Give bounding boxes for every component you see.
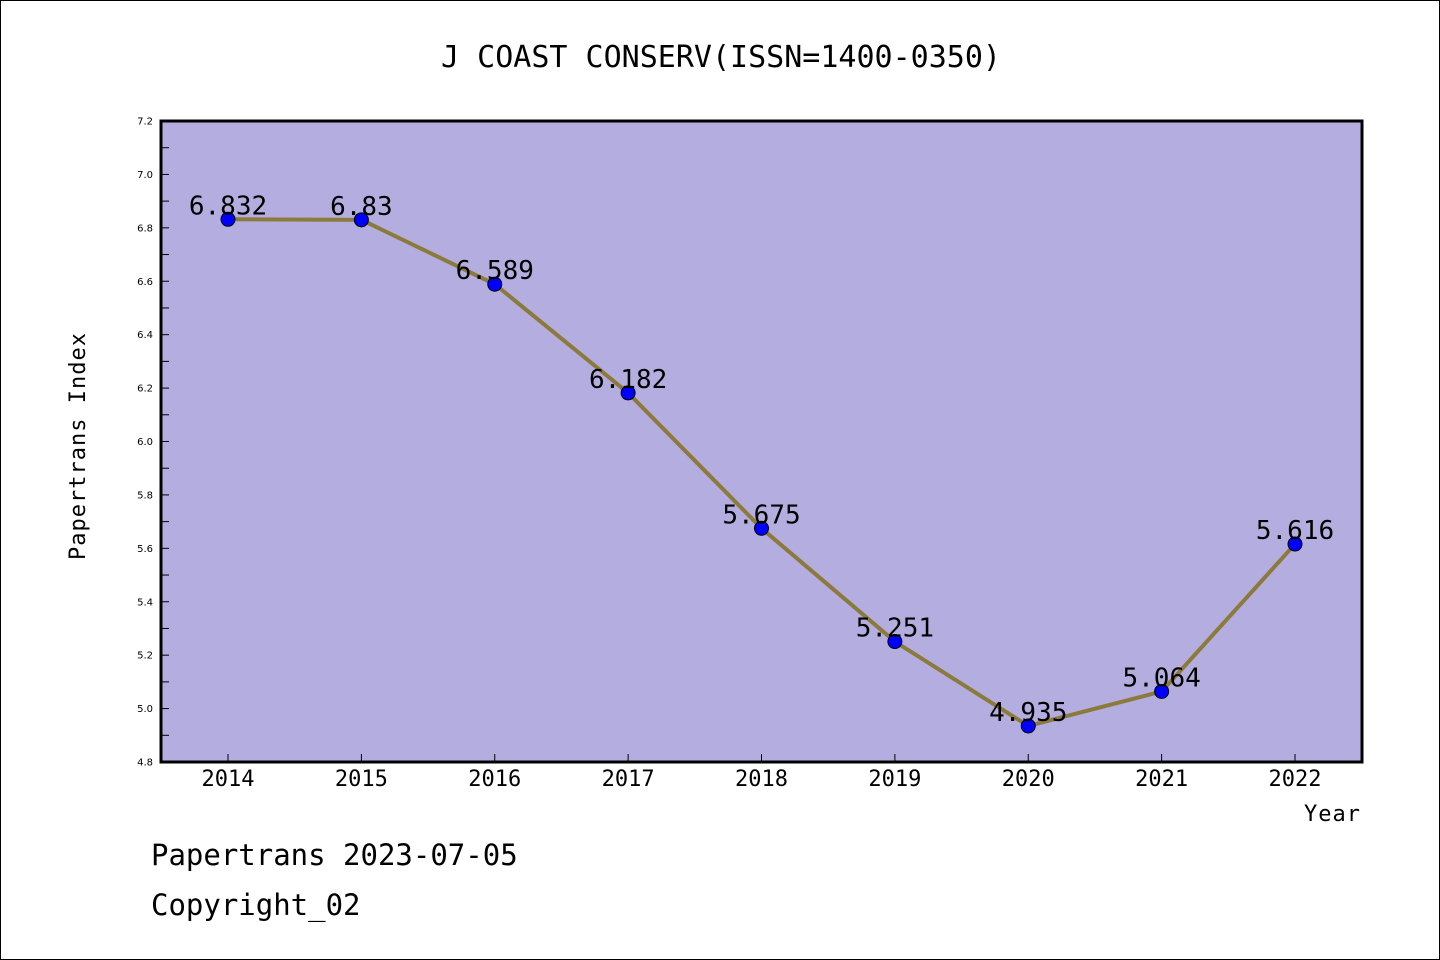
- y-tick-label: 5.6: [137, 544, 153, 555]
- y-tick-label: 4.8: [137, 758, 153, 769]
- x-tick-label: 2017: [602, 767, 655, 792]
- y-axis-label: Papertrans Index: [66, 332, 91, 560]
- data-label: 5.251: [856, 614, 934, 644]
- x-tick-label: 2018: [735, 767, 788, 792]
- y-tick-label: 5.2: [137, 651, 153, 662]
- data-label: 5.064: [1122, 663, 1200, 693]
- data-point: [487, 276, 503, 292]
- data-point: [1154, 683, 1170, 699]
- y-tick-label: 6.2: [137, 384, 153, 395]
- y-tick-label: 7.2: [137, 117, 153, 128]
- data-label: 4.935: [989, 698, 1067, 728]
- series-layer: [220, 211, 1303, 734]
- x-tick-label: 2022: [1269, 767, 1322, 792]
- x-axis-label: Year: [1304, 802, 1361, 827]
- plot-area: [161, 121, 1362, 762]
- x-tick-label: 2019: [868, 767, 921, 792]
- chart-title: J COAST CONSERV(ISSN=1400-0350): [441, 40, 1001, 75]
- x-tick-label: 2021: [1135, 767, 1188, 792]
- data-label-layer: 6.832 6.83 6.589 6.182 5.675 5.251 4.935 5.064 5…: [189, 191, 1334, 728]
- y-tick-label: 6.0: [137, 437, 153, 448]
- data-label: 6.182: [589, 365, 667, 395]
- y-tick-label: 5.0: [137, 704, 153, 715]
- data-point: [1020, 718, 1036, 734]
- x-tick-label: 2015: [335, 767, 388, 792]
- y-tick-label: 5.8: [137, 490, 153, 501]
- data-label: 6.589: [456, 256, 534, 286]
- data-point: [353, 212, 369, 228]
- footer-date: Papertrans 2023-07-05: [151, 838, 518, 872]
- x-axis: 2014 2015 2016 2017 2018 2019 2020 2021 2022: [202, 754, 1322, 792]
- y-tick-label: 6.6: [137, 277, 153, 288]
- data-label: 5.616: [1256, 516, 1334, 546]
- data-label: 6.83: [330, 192, 393, 222]
- x-tick-label: 2014: [202, 767, 255, 792]
- y-tick-label: 7.0: [137, 170, 153, 181]
- data-point: [754, 520, 769, 536]
- data-point: [620, 385, 636, 401]
- data-point: [220, 211, 236, 227]
- footer-copyright: Copyright_02: [151, 888, 361, 923]
- y-tick-label: 5.4: [137, 597, 153, 608]
- data-label: 6.832: [189, 191, 267, 221]
- x-tick-label: 2016: [468, 767, 521, 792]
- data-point: [887, 634, 903, 650]
- data-label: 5.675: [722, 500, 800, 530]
- data-point: [1287, 536, 1303, 552]
- plot-frame: [159, 119, 1364, 764]
- x-tick-label: 2020: [1002, 767, 1055, 792]
- y-tick-label: 6.4: [137, 330, 153, 341]
- y-tick-label: 6.8: [137, 223, 153, 234]
